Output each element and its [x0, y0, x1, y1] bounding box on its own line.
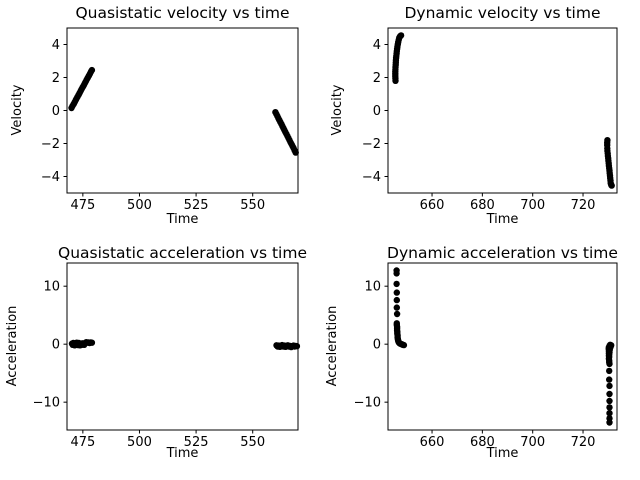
plot-area-quasistatic-velocity: 475 500 525 550 −4 −2 0 2 4	[41, 27, 299, 213]
x-tick-label: 525	[184, 435, 209, 450]
y-tick-label: −10	[354, 396, 381, 411]
data-point	[606, 397, 613, 405]
data-point	[397, 32, 405, 39]
y-tick-label: −10	[33, 396, 60, 411]
axes-frame	[387, 262, 618, 431]
x-tick-label: 680	[470, 435, 495, 450]
y-axis-label: Acceleration	[325, 305, 340, 387]
plot-area-dynamic-velocity: 660 680 700 720 −4 −2 0 2 4	[362, 27, 618, 213]
chart-title: Dynamic velocity vs time	[404, 4, 601, 22]
axes-frame	[66, 27, 299, 194]
data-point	[606, 382, 613, 390]
x-tick-label: 700	[520, 198, 545, 213]
y-tick-label: 0	[52, 338, 60, 353]
axes-frame	[387, 27, 618, 194]
x-tick-label: 500	[127, 198, 152, 213]
y-tick-label: 10	[364, 280, 381, 295]
data-point	[293, 343, 301, 350]
chart-title: Quasistatic acceleration vs time	[58, 244, 307, 262]
y-axis-label: Velocity	[10, 84, 25, 136]
data-point	[393, 310, 401, 318]
y-tick-label: −2	[362, 137, 381, 152]
plot-area-dynamic-acceleration: 660 680 700 720 −10 0 10	[354, 262, 618, 450]
data-point	[606, 376, 613, 383]
y-axis-label: Acceleration	[5, 305, 20, 387]
data-point	[606, 410, 613, 417]
y-tick-label: −2	[41, 137, 60, 152]
data-point	[292, 149, 299, 156]
chart-title: Quasistatic velocity vs time	[75, 4, 290, 22]
data-point	[393, 296, 400, 304]
y-tick-label: −4	[362, 170, 381, 185]
x-tick-label: 525	[184, 198, 209, 213]
y-tick-label: −4	[41, 170, 60, 185]
x-tick-label: 475	[70, 198, 95, 213]
x-axis-label: Time	[166, 446, 199, 461]
y-tick-label: 0	[373, 338, 381, 353]
data-point	[400, 341, 408, 349]
x-axis-label: Time	[486, 446, 519, 461]
x-tick-label: 680	[470, 198, 495, 213]
subplot-dynamic-velocity: 660 680 700 720 −4 −2 0 2 4 Dynamic velocity vs …	[320, 0, 640, 240]
x-tick-label: 700	[520, 435, 545, 450]
x-tick-label: 720	[571, 198, 596, 213]
y-tick-label: 0	[52, 104, 60, 119]
data-point	[606, 404, 613, 411]
x-tick-label: 550	[240, 198, 265, 213]
data-point	[393, 289, 400, 296]
plot-area-quasistatic-acceleration: 475 500 525 550 −10 0 10	[33, 262, 301, 450]
y-tick-label: 4	[373, 38, 381, 53]
chart-title: Dynamic acceleration vs time	[387, 244, 618, 262]
y-tick-label: 4	[52, 38, 60, 53]
x-tick-label: 720	[571, 435, 596, 450]
data-point	[606, 419, 613, 426]
y-tick-label: 0	[373, 104, 381, 119]
y-tick-label: 2	[373, 71, 381, 86]
data-point	[608, 182, 615, 189]
data-point	[393, 304, 400, 311]
x-tick-label: 550	[240, 435, 265, 450]
data-point	[606, 360, 613, 368]
y-axis-label: Velocity	[330, 84, 345, 136]
data-point	[393, 270, 400, 277]
data-point	[88, 66, 96, 74]
subplot-dynamic-acceleration: 660 680 700 720 −10 0 10 Dynamic acceleration …	[320, 240, 640, 480]
data-point	[606, 390, 613, 398]
data-point	[393, 280, 400, 288]
x-axis-label: Time	[166, 212, 199, 227]
x-tick-label: 660	[420, 198, 445, 213]
y-tick-label: 10	[43, 280, 60, 295]
y-tick-label: 2	[52, 71, 60, 86]
axes-frame	[66, 262, 299, 431]
x-tick-label: 500	[127, 435, 152, 450]
data-point	[88, 339, 96, 346]
subplot-quasistatic-velocity: 475 500 525 550 −4 −2 0 2 4 Quasistatic velocity…	[0, 0, 320, 240]
subplot-quasistatic-acceleration: 475 500 525 550 −10 0 10 Quasistatic accelerat…	[0, 240, 320, 480]
x-tick-label: 475	[70, 435, 95, 450]
x-tick-label: 660	[420, 435, 445, 450]
data-point	[606, 367, 613, 375]
x-axis-label: Time	[486, 212, 519, 227]
